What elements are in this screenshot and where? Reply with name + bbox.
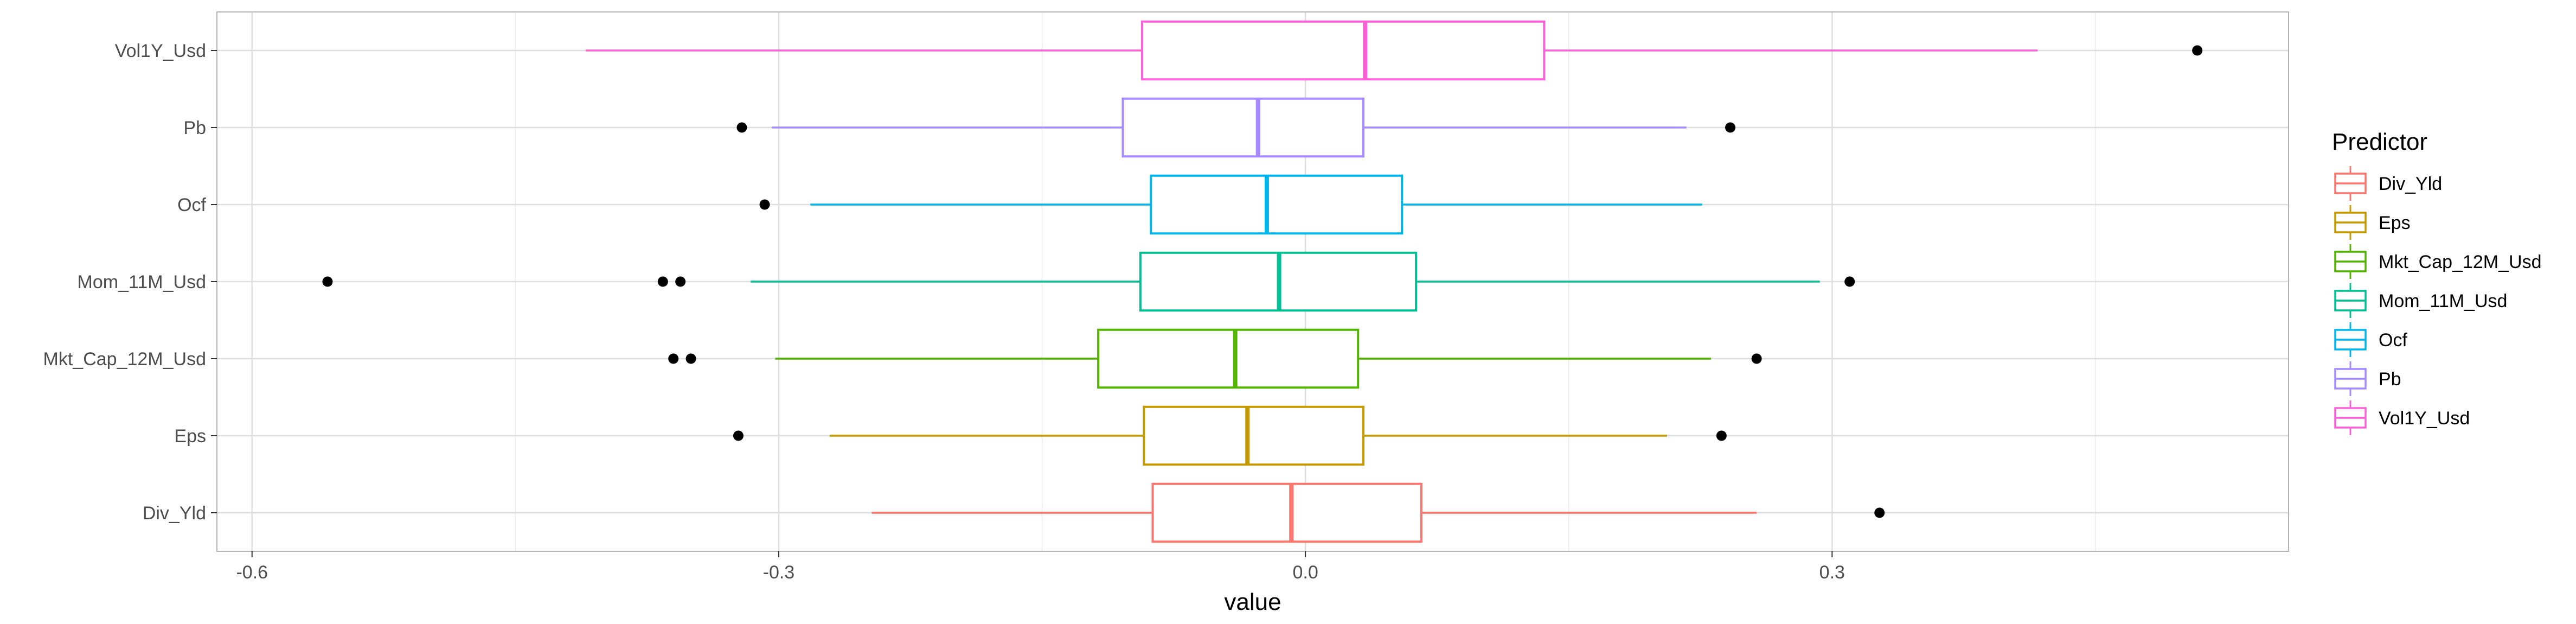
legend-label: Mkt_Cap_12M_Usd: [2379, 252, 2541, 272]
x-tick-label: 0.3: [1819, 562, 1845, 583]
iqr-box: [1143, 405, 1364, 466]
box-ocf: [759, 174, 1702, 235]
outlier-point: [759, 199, 770, 210]
legend-item-div-yld: Div_Yld: [2332, 165, 2442, 202]
y-tick-label: Vol1Y_Usd: [115, 41, 206, 61]
x-axis-title: value: [1224, 589, 1281, 615]
legend-title: Predictor: [2332, 129, 2427, 155]
legend-item-ocf: Ocf: [2332, 321, 2407, 358]
boxes: [322, 20, 2203, 543]
x-tick-label: 0.0: [1292, 562, 1318, 583]
box-eps: [733, 405, 1727, 466]
outlier-point: [733, 430, 744, 441]
legend-item-vol1y-usd: Vol1Y_Usd: [2332, 399, 2470, 436]
legend-item-pb: Pb: [2332, 360, 2401, 397]
box-mkt-cap-12m-usd: [668, 328, 1762, 389]
x-tick-label: -0.3: [763, 562, 795, 583]
legend-item-mkt-cap-12m-usd: Mkt_Cap_12M_Usd: [2332, 243, 2541, 280]
legend-label: Vol1Y_Usd: [2379, 408, 2470, 429]
iqr-box: [1150, 174, 1404, 235]
outlier-point: [1716, 430, 1727, 441]
outlier-point: [736, 122, 747, 133]
outlier-point: [322, 276, 333, 287]
iqr-box: [1097, 328, 1360, 389]
y-tick-label: Mkt_Cap_12M_Usd: [43, 349, 206, 370]
iqr-box: [1141, 20, 1546, 81]
legend-label: Eps: [2379, 213, 2411, 233]
y-tick-label: Eps: [174, 426, 206, 447]
iqr-box: [1122, 97, 1364, 158]
outlier-point: [2192, 45, 2203, 56]
outlier-point: [1844, 276, 1855, 287]
x-tick-label: -0.6: [236, 562, 268, 583]
outlier-point: [668, 353, 679, 364]
outlier-point: [675, 276, 686, 287]
outlier-point: [657, 276, 668, 287]
iqr-box: [1151, 482, 1422, 543]
y-tick-label: Div_Yld: [143, 503, 206, 524]
outlier-point: [685, 353, 696, 364]
legend-item-eps: Eps: [2332, 204, 2411, 241]
y-tick-label: Ocf: [177, 195, 206, 215]
legend-label: Div_Yld: [2379, 174, 2442, 194]
outlier-point: [1874, 507, 1885, 518]
legend-item-mom-11m-usd: Mom_11M_Usd: [2332, 282, 2507, 319]
legend-label: Ocf: [2379, 330, 2407, 351]
box-pb: [736, 97, 1736, 158]
axes: Div_Yld Eps Mkt_Cap_12M_Usd Mom_11M_Usd Ocf P…: [43, 41, 1845, 583]
box-vol1y-usd: [585, 20, 2203, 81]
outlier-point: [1725, 122, 1736, 133]
legend-label: Pb: [2379, 369, 2401, 390]
box-mom-11m-usd: [322, 251, 1855, 312]
y-tick-label: Pb: [183, 118, 206, 138]
legend-label: Mom_11M_Usd: [2379, 291, 2507, 311]
outlier-point: [1751, 353, 1762, 364]
y-tick-label: Mom_11M_Usd: [78, 272, 206, 292]
legend: Predictor Div_Yld Eps Mkt_Cap_12M_Usd Mom_1…: [2332, 129, 2541, 436]
box-div-yld: [872, 482, 1885, 543]
